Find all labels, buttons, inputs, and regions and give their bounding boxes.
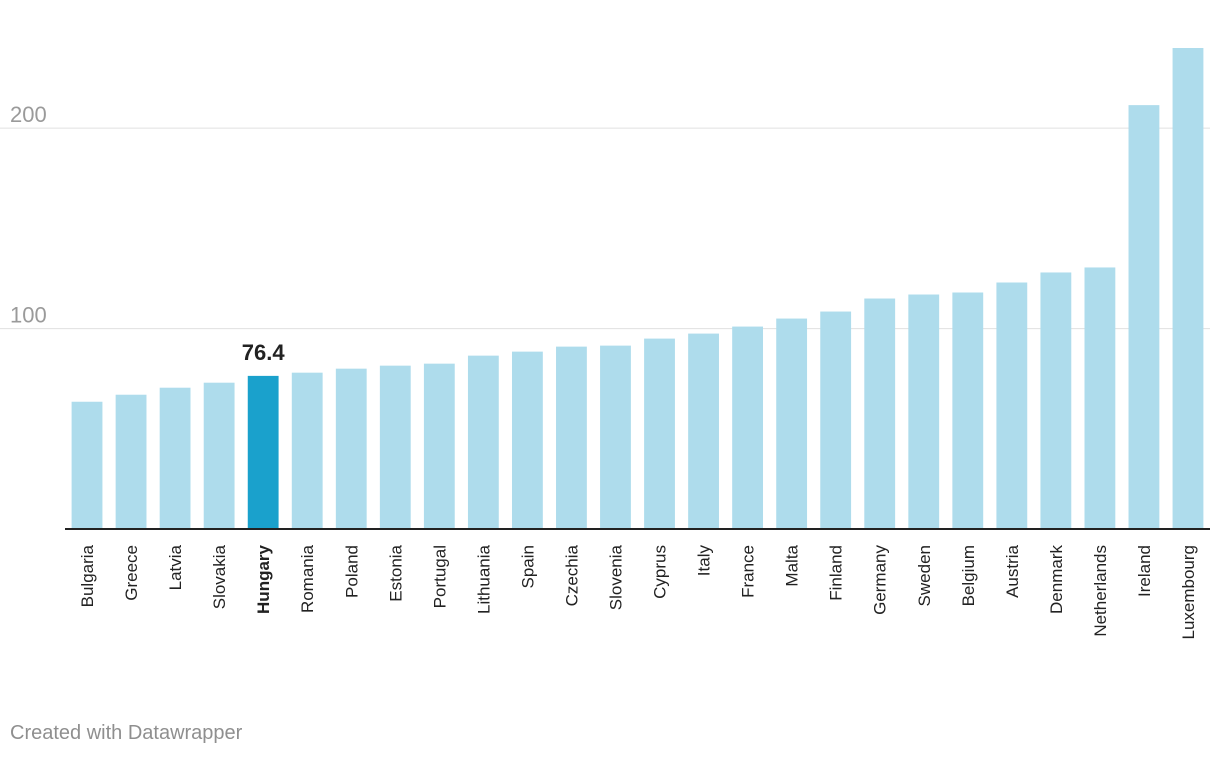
bar-ireland <box>1128 105 1160 530</box>
bar-bulgaria <box>71 401 103 529</box>
bar-romania <box>291 372 323 529</box>
bar-portugal <box>423 363 455 529</box>
footer-credit: Created with Datawrapper <box>10 722 243 744</box>
bar-belgium <box>952 292 984 529</box>
x-tick-label-spain: Spain <box>518 545 537 588</box>
bar-slovakia <box>203 382 235 529</box>
bar-netherlands <box>1084 267 1116 529</box>
bar-france <box>732 326 764 529</box>
x-tick-label-malta: Malta <box>783 544 802 586</box>
x-tick-label-poland: Poland <box>342 545 361 598</box>
x-tick-label-latvia: Latvia <box>166 544 185 590</box>
highlight-data-label: 76.4 <box>242 340 286 365</box>
x-tick-label-italy: Italy <box>695 545 714 577</box>
x-tick-label-ireland: Ireland <box>1135 545 1154 597</box>
x-tick-label-finland: Finland <box>827 545 846 601</box>
bar-lithuania <box>467 355 499 529</box>
x-tick-label-slovenia: Slovenia <box>606 544 625 610</box>
x-tick-label-germany: Germany <box>871 545 890 615</box>
bar-luxembourg <box>1172 48 1204 529</box>
bar-denmark <box>1040 272 1072 529</box>
gridlines: 100 200 <box>0 102 1210 330</box>
bar-austria <box>996 282 1028 529</box>
annotations: 76.4 <box>65 340 1210 530</box>
bar-sweden <box>908 294 940 529</box>
bar-czechia <box>556 346 587 529</box>
x-tick-label-denmark: Denmark <box>1047 545 1066 614</box>
bar-greece <box>115 394 147 529</box>
x-tick-label-slovakia: Slovakia <box>210 544 229 609</box>
y-tick-label: 200 <box>10 102 47 127</box>
x-tick-label-netherlands: Netherlands <box>1091 545 1110 637</box>
bar-finland <box>820 311 852 529</box>
bar-estonia <box>379 365 411 529</box>
x-tick-label-austria: Austria <box>1003 544 1022 597</box>
bar-slovenia <box>600 345 631 529</box>
bar-malta <box>776 318 808 529</box>
x-tick-label-bulgaria: Bulgaria <box>78 544 97 607</box>
x-tick-label-hungary: Hungary <box>254 544 273 614</box>
bar-cyprus <box>644 338 675 529</box>
x-axis-labels: Bulgaria Greece Latvia Slovakia Hungary Roman… <box>78 544 1198 639</box>
x-tick-label-romania: Romania <box>298 544 317 613</box>
x-tick-label-sweden: Sweden <box>915 545 934 606</box>
bar-poland <box>335 368 367 529</box>
x-tick-label-estonia: Estonia <box>386 544 405 601</box>
x-tick-label-portugal: Portugal <box>430 545 449 608</box>
x-tick-label-cyprus: Cyprus <box>651 545 670 599</box>
x-tick-label-greece: Greece <box>122 545 141 601</box>
bar-spain <box>511 351 543 529</box>
bar-hungary <box>247 375 279 529</box>
bar-italy <box>688 333 719 529</box>
bar-latvia <box>159 387 191 529</box>
y-tick-label: 100 <box>10 303 47 328</box>
bars <box>71 48 1204 530</box>
bar-germany <box>864 298 896 529</box>
x-tick-label-lithuania: Lithuania <box>474 544 493 614</box>
x-tick-label-france: France <box>739 545 758 598</box>
x-tick-label-czechia: Czechia <box>562 544 581 606</box>
x-tick-label-belgium: Belgium <box>959 545 978 606</box>
x-tick-label-luxembourg: Luxembourg <box>1179 545 1198 640</box>
